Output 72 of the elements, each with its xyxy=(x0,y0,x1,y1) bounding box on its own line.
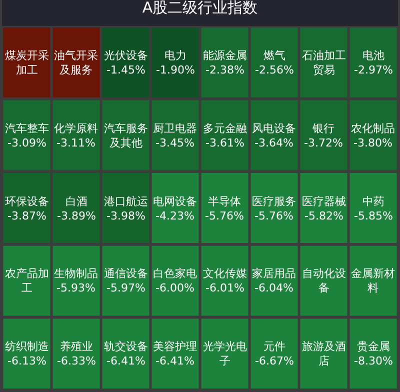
data-label: -6.67% xyxy=(255,354,294,368)
data-label: -5.76% xyxy=(205,209,244,222)
category-label: 文化传媒 xyxy=(203,267,247,280)
data-label: -6.41% xyxy=(106,354,146,368)
data-label: -4.23% xyxy=(156,209,194,222)
data-label: -3.11% xyxy=(56,136,96,150)
category-label: 港口航运 xyxy=(104,195,148,208)
category-label: 金属新材料 xyxy=(351,267,395,294)
category-label: 银行 xyxy=(311,122,334,135)
data-label: -6.41% xyxy=(156,354,194,368)
category-label: 汽车整车 xyxy=(5,122,49,135)
data-label: -3.98% xyxy=(106,209,146,222)
category-label: 白酒 xyxy=(65,195,88,208)
data-label: -2.56% xyxy=(255,63,294,76)
data-label: -6.13% xyxy=(8,354,46,368)
category-label: 纺织制造 xyxy=(5,340,49,353)
data-label: -2.38% xyxy=(206,63,244,76)
data-label: -5.76% xyxy=(254,209,294,222)
data-label: -3.45% xyxy=(156,136,194,150)
data-label: -5.85% xyxy=(354,209,393,222)
category-label: 白色家电 xyxy=(153,267,197,280)
category-label: 油气开采及服务 xyxy=(54,49,98,76)
data-label: -3.80% xyxy=(354,136,392,150)
category-label: 医疗服务 xyxy=(252,195,296,208)
data-label: -6.01% xyxy=(206,281,244,294)
category-label: 光学光电子 xyxy=(203,340,247,368)
data-label: -5.82% xyxy=(304,209,344,222)
category-label: 轨交设备 xyxy=(104,340,148,353)
category-label: 农化制品 xyxy=(351,122,395,135)
category-label: 养殖业 xyxy=(60,340,93,353)
category-label: 农产品加工 xyxy=(5,267,49,294)
category-label: 自动化设备 xyxy=(302,267,346,294)
category-label: 光伏设备 xyxy=(104,49,148,62)
data-label: -3.87% xyxy=(8,209,46,222)
data-label: -6.00% xyxy=(156,281,194,294)
data-label: -3.64% xyxy=(254,136,294,150)
category-label: 电力 xyxy=(164,49,186,62)
category-label: 电网设备 xyxy=(153,195,197,208)
data-label: -5.97% xyxy=(106,281,146,294)
data-label: -3.09% xyxy=(8,136,46,150)
category-label: 贵金属 xyxy=(356,340,390,353)
data-label: -3.89% xyxy=(57,209,96,222)
category-label: 美容护理 xyxy=(153,340,197,353)
category-label: 电池 xyxy=(362,49,384,62)
data-label: -3.72% xyxy=(304,136,343,150)
category-label: 煤炭开采加工 xyxy=(5,49,49,76)
data-label: -2.97% xyxy=(354,63,393,76)
category-label: 生物制品 xyxy=(54,267,98,280)
category-label: 多元金融 xyxy=(203,122,247,135)
category-label: 医疗器械 xyxy=(302,195,346,208)
data-label: -6.04% xyxy=(254,281,294,294)
category-label: 旅游及酒店 xyxy=(302,340,346,368)
data-label: -8.30% xyxy=(354,354,393,368)
category-label: 风电设备 xyxy=(252,122,296,135)
category-label: 环保设备 xyxy=(5,195,49,208)
data-label: -6.33% xyxy=(57,354,96,368)
category-label: 家居用品 xyxy=(252,267,296,280)
data-label: -1.90% xyxy=(156,63,195,76)
category-label: 化学原料 xyxy=(54,122,98,135)
data-label: -1.45% xyxy=(106,63,146,76)
category-label: 通信设备 xyxy=(104,267,148,280)
category-label: 石油加工贸易 xyxy=(302,49,346,76)
text: A股二级行业指数 xyxy=(142,0,258,16)
category-label: 能源金属 xyxy=(203,49,247,62)
category-label: 中药 xyxy=(362,195,384,208)
category-label: 半导体 xyxy=(208,195,241,208)
category-label: 元件 xyxy=(263,340,286,353)
data-label: -5.93% xyxy=(56,281,96,294)
category-label: 厨卫电器 xyxy=(153,122,197,135)
category-label: 燃气 xyxy=(263,49,286,62)
data-label: -3.61% xyxy=(206,136,244,150)
category-label: 汽车服务及其他 xyxy=(104,122,148,150)
